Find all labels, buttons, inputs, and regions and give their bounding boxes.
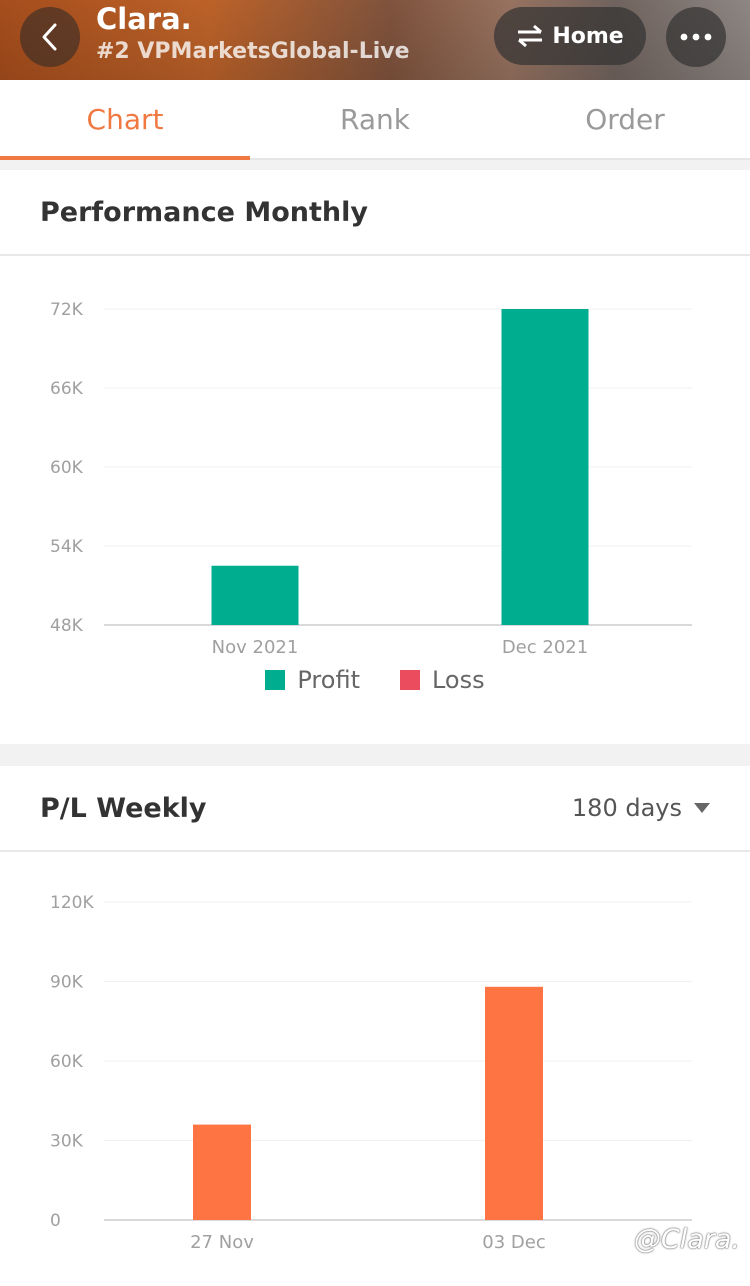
- profit-swatch: [265, 670, 286, 690]
- loss-swatch: [399, 670, 420, 690]
- legend-profit-label: Profit: [297, 666, 360, 694]
- y-tick-label: 66K: [50, 379, 84, 399]
- performance-monthly-chart: 48K 54K 60K 66K 72K Nov 2021 Dec 2021: [50, 300, 692, 658]
- performance-monthly-header: Performance Monthly: [0, 170, 750, 256]
- tab-chart[interactable]: Chart: [0, 80, 250, 160]
- bar[interactable]: [211, 565, 299, 625]
- swap-arrows-icon: [518, 24, 543, 48]
- y-tick-label: 54K: [50, 537, 84, 557]
- y-tick-label: 30K: [50, 1132, 84, 1152]
- performance-monthly-card: Performance Monthly 48K 54K 60K 66K 72K Nov 2…: [0, 170, 750, 744]
- y-tick-label: 60K: [50, 458, 84, 478]
- pl-weekly-card: P/L Weekly 180 days 0 30K 60K 90K 120K 27 Nov…: [0, 766, 750, 1286]
- y-tick-label: 120K: [50, 893, 94, 913]
- trader-account: #2 VPMarketsGlobal-Live: [96, 39, 410, 64]
- home-button-label: Home: [552, 23, 624, 49]
- caret-down-icon: [694, 803, 710, 813]
- tab-order[interactable]: Order: [585, 102, 665, 136]
- profile-header: Clara. #2 VPMarketsGlobal-Live Home: [0, 0, 750, 80]
- x-tick-label: Nov 2021: [212, 637, 299, 658]
- trader-name: Clara.: [96, 2, 192, 36]
- performance-monthly-title: Performance Monthly: [40, 196, 368, 228]
- y-tick-label: 60K: [50, 1052, 84, 1072]
- chevron-left-icon: [42, 23, 57, 51]
- bar[interactable]: [501, 309, 589, 625]
- pl-weekly-chart: 0 30K 60K 90K 120K 27 Nov 03 Dec: [50, 893, 692, 1253]
- bar[interactable]: [485, 986, 543, 1220]
- y-tick-label: 0: [50, 1211, 61, 1231]
- chart-legend: Profit Loss: [0, 666, 750, 694]
- range-dropdown[interactable]: 180 days: [572, 794, 710, 822]
- bar[interactable]: [193, 1124, 251, 1220]
- y-tick-label: 90K: [50, 973, 84, 993]
- legend-profit[interactable]: Profit: [265, 666, 360, 694]
- more-dots-icon: [680, 33, 712, 41]
- y-tick-label: 48K: [50, 616, 84, 636]
- back-button[interactable]: [20, 7, 80, 67]
- range-dropdown-value: 180 days: [571, 794, 682, 822]
- x-tick-label: 03 Dec: [482, 1232, 545, 1253]
- watermark: @Clara.: [633, 1224, 740, 1255]
- legend-loss[interactable]: Loss: [399, 666, 485, 694]
- legend-loss-label: Loss: [431, 666, 485, 694]
- x-tick-label: 27 Nov: [190, 1232, 254, 1253]
- tab-bar: Chart Rank Order: [0, 80, 750, 160]
- tab-rank[interactable]: Rank: [340, 102, 410, 136]
- y-tick-label: 72K: [50, 300, 84, 320]
- home-switch-button[interactable]: Home: [494, 7, 646, 65]
- more-options-button[interactable]: [666, 7, 726, 67]
- x-tick-label: Dec 2021: [502, 637, 588, 658]
- pl-weekly-title: P/L Weekly: [40, 792, 207, 824]
- pl-weekly-header: P/L Weekly 180 days: [0, 766, 750, 852]
